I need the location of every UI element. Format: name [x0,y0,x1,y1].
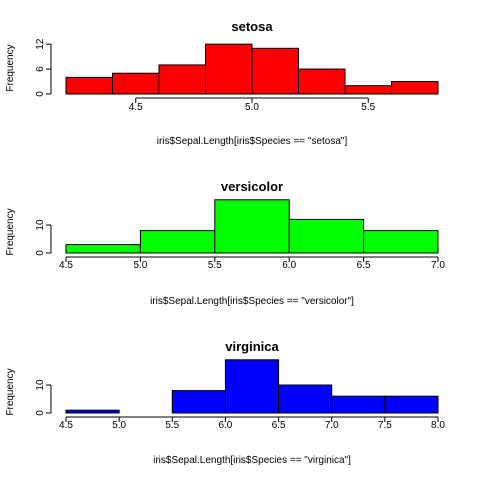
y-tick-label: 0 [35,250,46,256]
histogram-bar [112,72,160,95]
chart-title: virginica [225,339,279,354]
histogram-panel-virginica: virginica 4.5 5.0 5.5 6.0 6.5 7.0 7.5 8.0 0 10 Freq… [5,339,445,466]
histogram-bar [391,81,439,95]
histogram-bar [158,64,206,95]
x-axis-label: iris$Sepal.Length[iris$Species == "virgi… [153,455,351,466]
histogram-bar [139,230,216,254]
x-axis-label: iris$Sepal.Length[iris$Species == "versi… [150,296,354,307]
histogram-bar [171,390,226,414]
y-tick-label: 12 [35,38,46,50]
histogram-bar [288,218,365,254]
histogram-bar [278,384,333,414]
histogram-bar [224,359,280,414]
y-axis-label: Frequency [5,368,16,415]
histogram-bar [65,409,120,414]
x-tick-label: 4.5 [59,260,73,271]
y-tick-label: 0 [35,410,46,416]
x-tick-label: 5.5 [361,102,375,113]
histogram-bar [65,76,113,95]
histogram-bar [344,85,392,95]
histogram-bar [65,244,141,254]
x-tick-label: 6.0 [282,260,296,271]
y-axis-label: Frequency [5,44,16,91]
y-axis-label: Frequency [5,208,16,255]
x-tick-label: 5.0 [133,260,147,271]
histogram-bar [331,395,386,414]
x-tick-label: 6.0 [218,420,232,431]
x-tick-label: 4.5 [129,102,143,113]
x-axis-label: iris$Sepal.Length[iris$Species == "setos… [157,136,348,147]
x-tick-label: 7.0 [325,420,339,431]
y-tick-label: 6 [35,66,46,72]
histogram-bar [251,47,299,95]
x-tick-label: 6.5 [357,260,371,271]
x-tick-label: 8.0 [431,420,445,431]
x-tick-label: 6.5 [272,420,286,431]
histogram-bar [214,199,290,254]
y-tick-label: 10 [35,379,46,391]
x-tick-label: 5.5 [165,420,179,431]
x-tick-label: 5.5 [208,260,222,271]
chart-title: versicolor [221,179,283,194]
y-tick-label: 10 [35,219,46,231]
histogram-panel-versicolor: versicolor 4.5 5.0 5.5 6.0 6.5 7.0 0 10 Frequency… [5,179,445,307]
x-tick-label: 4.5 [59,420,73,431]
histogram-bar [363,230,439,254]
x-tick-label: 5.0 [112,420,126,431]
histogram-bar [205,43,253,95]
x-tick-label: 7.0 [431,260,445,271]
x-tick-label: 7.5 [378,420,392,431]
histogram-bar [384,395,439,414]
chart-title: setosa [231,19,273,34]
histogram-panel-setosa: setosa 4.5 5.0 5.5 0 6 12 Frequency iris$Sepal.L… [5,19,439,147]
x-tick-label: 5.0 [245,102,259,113]
y-tick-label: 0 [35,91,46,97]
histogram-bar [298,68,346,95]
